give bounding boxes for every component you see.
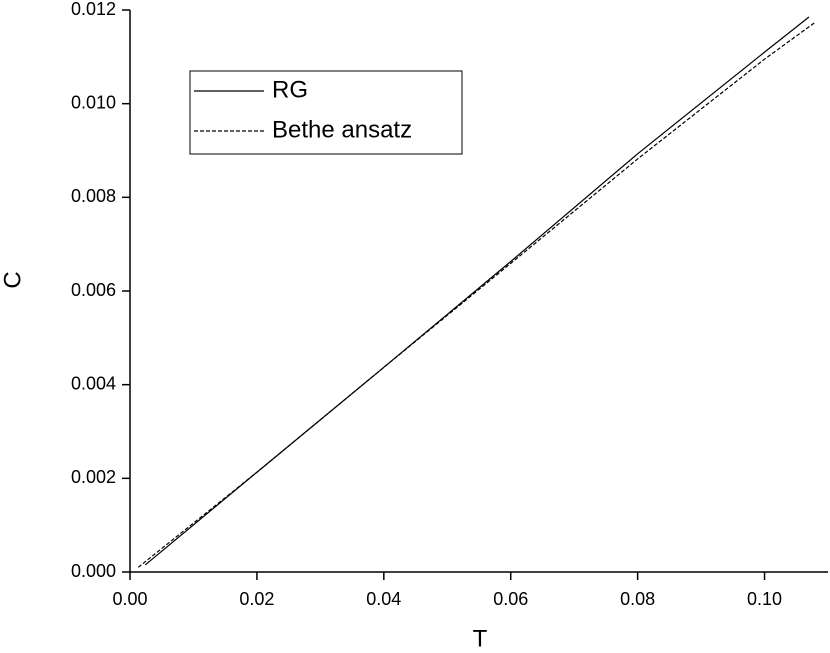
x-tick-label: 0.10 [747, 589, 782, 609]
legend-label: RG [272, 76, 308, 103]
line-series [137, 21, 816, 568]
y-tick-label: 0.012 [71, 0, 116, 19]
x-tick-label: 0.02 [239, 589, 274, 609]
x-tick-label: 0.00 [112, 589, 147, 609]
y-tick-label: 0.008 [71, 186, 116, 206]
y-axis-label: C [0, 271, 26, 288]
y-tick-label: 0.006 [71, 280, 116, 300]
x-tick-label: 0.08 [620, 589, 655, 609]
legend-box [189, 70, 463, 155]
y-tick-label: 0.004 [71, 373, 116, 393]
y-tick-label: 0.010 [71, 92, 116, 112]
x-axis-label: T [473, 625, 488, 652]
x-tick-label: 0.04 [366, 589, 401, 609]
y-tick-label: 0.000 [71, 561, 116, 581]
y-tick-label: 0.002 [71, 467, 116, 487]
x-tick-label: 0.06 [493, 589, 528, 609]
line-series [144, 16, 810, 566]
legend-label: Bethe ansatz [272, 116, 412, 143]
